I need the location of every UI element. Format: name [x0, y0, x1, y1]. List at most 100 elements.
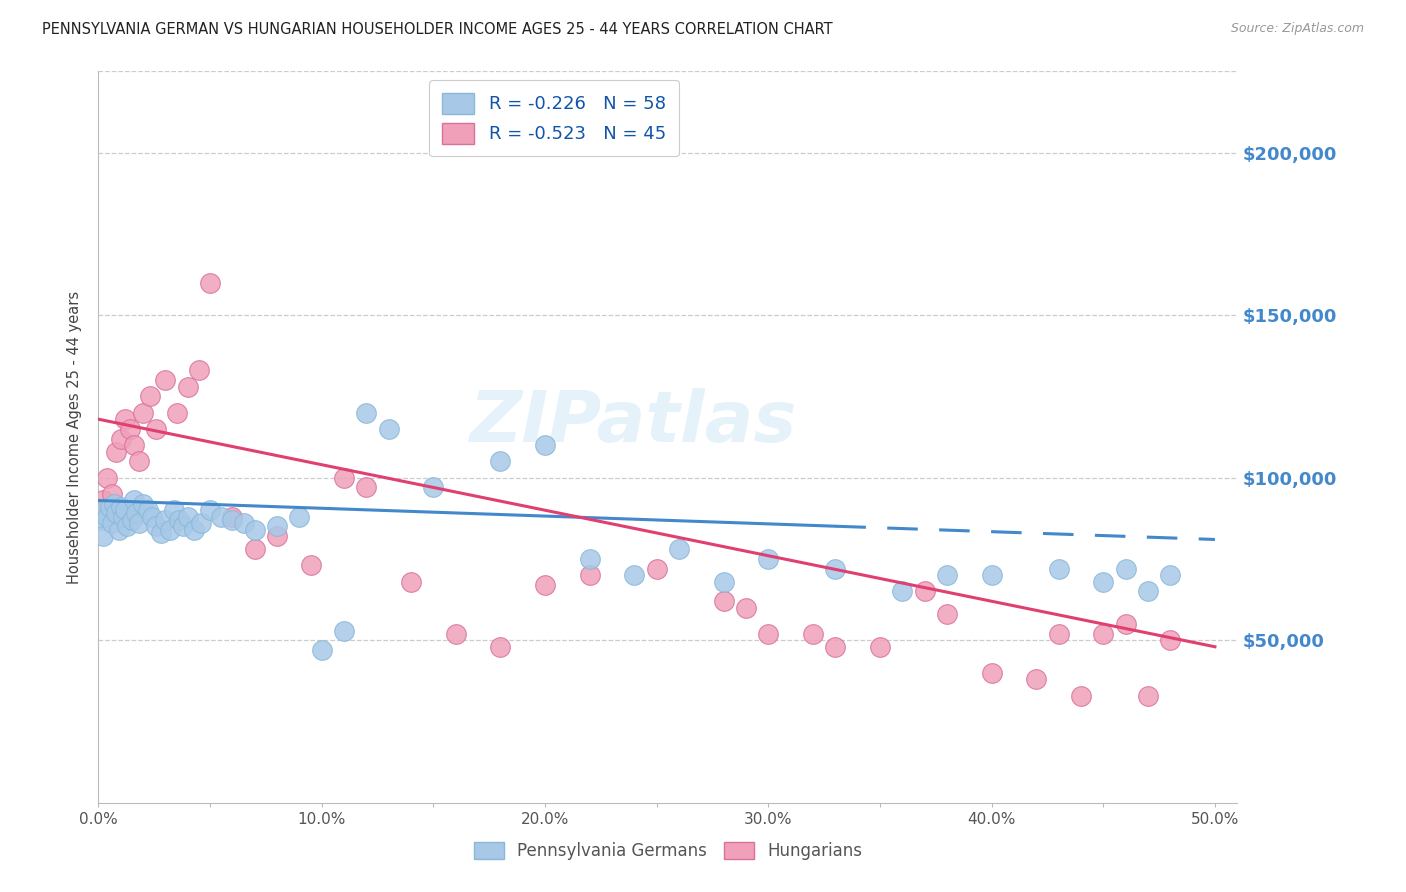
Point [266, 519, 288, 533]
Point [209, 509, 232, 524]
Point [534, 438, 557, 452]
Point [187, 363, 209, 377]
Point [90, 513, 112, 527]
Point [824, 562, 846, 576]
Point [1070, 689, 1092, 703]
Point [125, 507, 148, 521]
Point [101, 487, 124, 501]
Point [139, 389, 162, 403]
Point [668, 542, 690, 557]
Legend: Pennsylvania Germans, Hungarians: Pennsylvania Germans, Hungarians [474, 842, 862, 860]
Point [311, 643, 333, 657]
Point [1115, 562, 1137, 576]
Point [149, 526, 172, 541]
Point [824, 640, 846, 654]
Y-axis label: Householder Income Ages 25 - 44 years: Householder Income Ages 25 - 44 years [67, 291, 83, 583]
Point [534, 578, 557, 592]
Point [980, 665, 1002, 680]
Point [936, 568, 959, 582]
Point [96, 509, 118, 524]
Point [110, 500, 132, 514]
Point [128, 516, 150, 531]
Point [159, 523, 181, 537]
Point [114, 412, 136, 426]
Point [578, 568, 600, 582]
Point [96, 471, 118, 485]
Point [1115, 617, 1137, 632]
Point [177, 509, 200, 524]
Point [243, 523, 266, 537]
Point [221, 513, 243, 527]
Point [1136, 689, 1159, 703]
Point [91, 529, 114, 543]
Point [1047, 626, 1070, 640]
Point [155, 373, 177, 387]
Point [713, 574, 735, 589]
Point [101, 516, 124, 531]
Point [891, 584, 914, 599]
Point [936, 607, 959, 622]
Point [1092, 574, 1115, 589]
Point [91, 493, 114, 508]
Point [107, 523, 129, 537]
Point [756, 552, 779, 566]
Point [444, 626, 467, 640]
Point [578, 552, 600, 566]
Point [190, 516, 212, 531]
Point [145, 422, 167, 436]
Point [155, 513, 177, 527]
Point [1159, 568, 1181, 582]
Point [356, 480, 378, 494]
Point [333, 471, 356, 485]
Text: PENNSYLVANIA GERMAN VS HUNGARIAN HOUSEHOLDER INCOME AGES 25 - 44 YEARS CORRELATI: PENNSYLVANIA GERMAN VS HUNGARIAN HOUSEHO… [42, 22, 832, 37]
Point [869, 640, 891, 654]
Text: Source: ZipAtlas.com: Source: ZipAtlas.com [1230, 22, 1364, 36]
Point [172, 519, 194, 533]
Point [105, 444, 128, 458]
Point [333, 624, 356, 638]
Point [122, 493, 145, 508]
Point [713, 594, 735, 608]
Point [132, 406, 155, 420]
Point [266, 529, 288, 543]
Point [399, 574, 422, 589]
Point [299, 558, 322, 573]
Point [377, 422, 399, 436]
Point [122, 438, 145, 452]
Point [128, 454, 150, 468]
Point [98, 500, 121, 514]
Point [183, 523, 205, 537]
Point [118, 422, 141, 436]
Point [232, 516, 254, 531]
Point [1136, 584, 1159, 599]
Point [735, 600, 758, 615]
Point [489, 640, 512, 654]
Point [645, 562, 668, 576]
Point [177, 380, 200, 394]
Point [1047, 562, 1070, 576]
Point [163, 503, 186, 517]
Point [914, 584, 936, 599]
Point [167, 513, 190, 527]
Point [1092, 626, 1115, 640]
Point [623, 568, 645, 582]
Text: ZIPatlas: ZIPatlas [470, 388, 797, 457]
Point [980, 568, 1002, 582]
Point [117, 519, 139, 533]
Point [198, 276, 221, 290]
Point [356, 406, 378, 420]
Point [121, 513, 143, 527]
Point [141, 509, 163, 524]
Point [198, 503, 221, 517]
Point [221, 509, 243, 524]
Point [132, 497, 155, 511]
Point [1025, 673, 1047, 687]
Point [756, 626, 779, 640]
Point [166, 406, 188, 420]
Point [94, 503, 117, 517]
Point [1159, 633, 1181, 648]
Point [110, 432, 132, 446]
Point [103, 497, 125, 511]
Point [801, 626, 824, 640]
Point [111, 509, 134, 524]
